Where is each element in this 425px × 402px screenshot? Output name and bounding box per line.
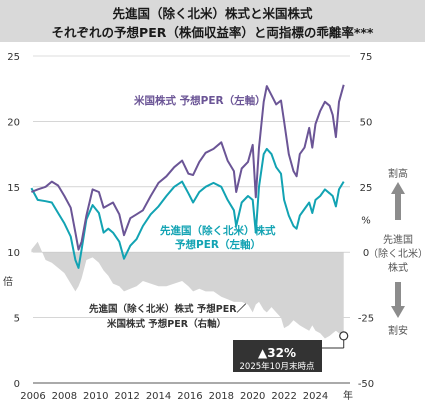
y-left-tick-label: 25 [7, 52, 20, 63]
y-right-tick-label: 0 [363, 248, 369, 259]
y-right-tick-label: 50 [360, 117, 373, 128]
y-right-tick-label: 25 [360, 183, 373, 194]
right-category-label: （除く北米） [368, 247, 425, 260]
callout-marker [339, 331, 349, 341]
x-tick-label: 2018 [209, 391, 234, 402]
x-tick-label: 2014 [146, 391, 171, 402]
y-right-tick-label: -50 [358, 379, 374, 390]
y-right-axis-label: % [361, 216, 371, 227]
y-right-tick-label: -25 [358, 314, 374, 325]
right-category-label: 株式 [388, 261, 408, 274]
right-category-label: 先進国 [383, 234, 413, 246]
ratio-area [31, 241, 344, 339]
us-per-line [31, 84, 345, 251]
us-series-label: 米国株式 予想PER（左軸） [133, 94, 266, 107]
title-band [0, 0, 425, 42]
callout-box [233, 340, 322, 372]
y-left-tick-label: 0 [14, 379, 20, 390]
y-left-tick-label: 5 [14, 314, 20, 325]
y-right-tick-label: 75 [360, 52, 373, 63]
x-tick-label: 2022 [271, 391, 296, 402]
ratio-series-label-line2: 米国株式 予想PER（右軸） [106, 318, 226, 330]
x-tick-label: 2008 [52, 391, 77, 402]
ratio-series-label-line1: 先進国（除く北米）株式 予想PER／ [89, 303, 247, 315]
x-tick-label: 2024 [303, 391, 328, 402]
down-arrow-icon [391, 282, 405, 318]
expensive-label: 割高 [388, 167, 408, 180]
dev-series-label-line1: 先進国（除く北米）株式 [160, 224, 276, 237]
callout-value: ▲32% [258, 346, 296, 360]
x-tick-label: 2020 [240, 391, 265, 402]
x-tick-label: 2016 [177, 391, 202, 402]
y-left-tick-label: 20 [7, 117, 20, 128]
callout-note: 2025年10月末時点 [240, 361, 315, 372]
y-left-tick-label: 10 [7, 248, 20, 259]
y-left-axis-label: 倍 [3, 275, 13, 288]
up-arrow-icon [391, 182, 405, 220]
x-tick-label: 2010 [83, 391, 108, 402]
x-axis-label: 年 [343, 389, 353, 402]
chart-title-line2: それぞれの予想PER（株価収益率）と両指標の乖離率*** [51, 25, 374, 40]
y-left-tick-label: 15 [7, 183, 20, 194]
dev-series-label-line2: 予想PER（左軸） [175, 238, 261, 251]
x-tick-label: 2012 [114, 391, 139, 402]
chart-title-line1: 先進国（除く北米）株式と米国株式 [112, 6, 313, 21]
cheap-label: 割安 [388, 324, 408, 337]
x-tick-label: 2006 [20, 391, 45, 402]
